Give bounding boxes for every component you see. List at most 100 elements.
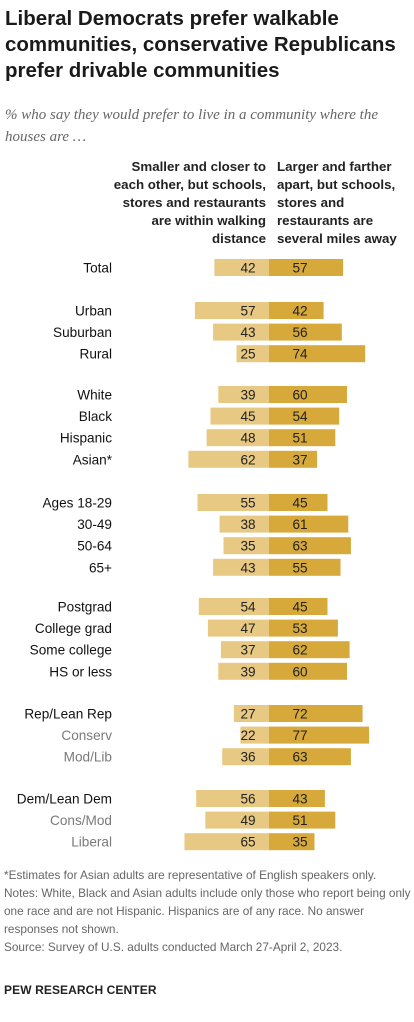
bar-drivable: [269, 494, 328, 511]
value-label-drivable: 63: [292, 539, 307, 554]
bar-drivable: [269, 537, 351, 555]
value-label-drivable: 56: [292, 325, 307, 340]
bar-drivable: [269, 662, 347, 680]
bar-walkable: [220, 641, 269, 659]
bar-drivable: [269, 345, 366, 363]
row-label: White: [77, 388, 112, 403]
row-label: College grad: [35, 621, 112, 636]
bar-drivable: [269, 790, 325, 807]
bar-walkable: [206, 429, 269, 447]
value-label-drivable: 54: [292, 409, 308, 424]
value-label-walkable: 35: [240, 539, 255, 554]
bar-row-black: Black 45 54: [79, 407, 340, 425]
bar-row-urban: Urban 57 42: [75, 302, 324, 319]
bar-row-liberal: Liberal 65 35: [71, 833, 315, 851]
row-label: 30-49: [77, 517, 112, 532]
value-label-drivable: 35: [292, 835, 307, 850]
bar-walkable: [188, 450, 269, 468]
bar-row-rep-lean-rep: Rep/Lean Rep 27 72: [24, 705, 363, 722]
bar-drivable: [269, 450, 318, 468]
value-label-drivable: 60: [292, 664, 308, 679]
value-label-walkable: 36: [240, 750, 255, 765]
bar-drivable: [269, 641, 350, 659]
bar-drivable: [269, 429, 336, 447]
bar-drivable: [269, 748, 351, 766]
value-label-drivable: 77: [292, 728, 307, 743]
bar-walkable: [197, 494, 269, 511]
value-label-drivable: 57: [292, 261, 307, 276]
bar-walkable: [213, 323, 269, 341]
value-label-walkable: 55: [240, 496, 255, 511]
value-label-drivable: 45: [292, 496, 307, 511]
value-label-walkable: 48: [240, 431, 255, 446]
bar-walkable: [207, 619, 269, 637]
value-label-drivable: 42: [292, 304, 307, 319]
bar-row-hs-or-less: HS or less 39 60: [49, 662, 347, 680]
value-label-drivable: 72: [292, 707, 307, 722]
value-label-drivable: 51: [292, 431, 307, 446]
bar-walkable: [198, 598, 269, 615]
row-label: Rep/Lean Rep: [24, 707, 112, 722]
value-label-walkable: 39: [240, 664, 255, 679]
value-label-walkable: 57: [240, 304, 255, 319]
bar-row-rural: Rural 25 74: [80, 345, 366, 363]
legend-walkable: Smaller and closer to each other, but sc…: [113, 159, 266, 246]
value-label-walkable: 65: [240, 835, 255, 850]
bar-walkable: [214, 259, 269, 276]
bar-row-dem-lean-dem: Dem/Lean Dem 56 43: [17, 790, 325, 807]
value-label-walkable: 39: [240, 388, 255, 403]
chart-title: Liberal Democrats prefer walkable commun…: [5, 7, 396, 82]
row-label: Total: [83, 261, 112, 276]
bar-walkable: [184, 833, 269, 851]
bar-row-asian: Asian* 62 37: [73, 450, 318, 468]
value-label-drivable: 61: [292, 517, 307, 532]
value-label-drivable: 43: [292, 792, 307, 807]
bar-drivable: [269, 833, 315, 851]
row-label: Suburban: [53, 325, 112, 340]
value-label-drivable: 62: [292, 643, 307, 658]
bar-row-30-49: 30-49 38 61: [77, 515, 349, 533]
legend-drivable: Larger and farther apart, but schools, s…: [277, 159, 397, 246]
bar-walkable: [240, 726, 269, 744]
row-label: Rural: [80, 347, 112, 362]
row-label: 50-64: [77, 539, 112, 554]
value-label-walkable: 42: [240, 261, 255, 276]
bar-row-mod-lib: Mod/Lib 36 63: [64, 748, 351, 766]
value-label-walkable: 43: [240, 560, 255, 575]
bar-row-65: 65+ 43 55: [89, 558, 341, 576]
value-label-walkable: 62: [240, 452, 255, 467]
value-label-walkable: 38: [240, 517, 255, 532]
row-label: Conserv: [61, 728, 112, 743]
row-label: Cons/Mod: [50, 813, 112, 828]
bar-drivable: [269, 558, 341, 576]
note-race: Notes: White, Black and Asian adults inc…: [4, 886, 411, 936]
bar-walkable: [223, 537, 269, 555]
bar-walkable: [236, 345, 269, 363]
bar-row-total: Total 42 57: [83, 259, 344, 276]
bar-walkable: [233, 705, 269, 722]
bar-walkable: [218, 662, 269, 680]
value-label-drivable: 60: [292, 388, 308, 403]
value-label-drivable: 63: [292, 750, 307, 765]
bar-walkable: [210, 407, 269, 425]
bar-row-white: White 39 60: [77, 386, 347, 403]
row-label: Hispanic: [60, 431, 112, 446]
row-label: HS or less: [49, 664, 112, 679]
note-asian: *Estimates for Asian adults are represen…: [4, 868, 377, 882]
bar-drivable: [269, 407, 340, 425]
bar-row-50-64: 50-64 35 63: [77, 537, 351, 555]
value-label-walkable: 56: [240, 792, 255, 807]
row-label: Some college: [30, 643, 112, 658]
bar-drivable: [269, 386, 347, 403]
bar-row-some-college: Some college 37 62: [30, 641, 350, 659]
bar-drivable: [269, 302, 324, 319]
row-label: Urban: [75, 304, 112, 319]
bar-row-ages-18-29: Ages 18-29 55 45: [42, 494, 328, 511]
chart-notes: *Estimates for Asian adults are represen…: [4, 866, 412, 956]
bar-drivable: [269, 619, 338, 637]
value-label-walkable: 25: [240, 347, 255, 362]
row-label: Mod/Lib: [64, 750, 112, 765]
value-label-drivable: 45: [292, 600, 307, 615]
value-label-drivable: 53: [292, 621, 307, 636]
bar-row-college-grad: College grad 47 53: [35, 619, 338, 637]
